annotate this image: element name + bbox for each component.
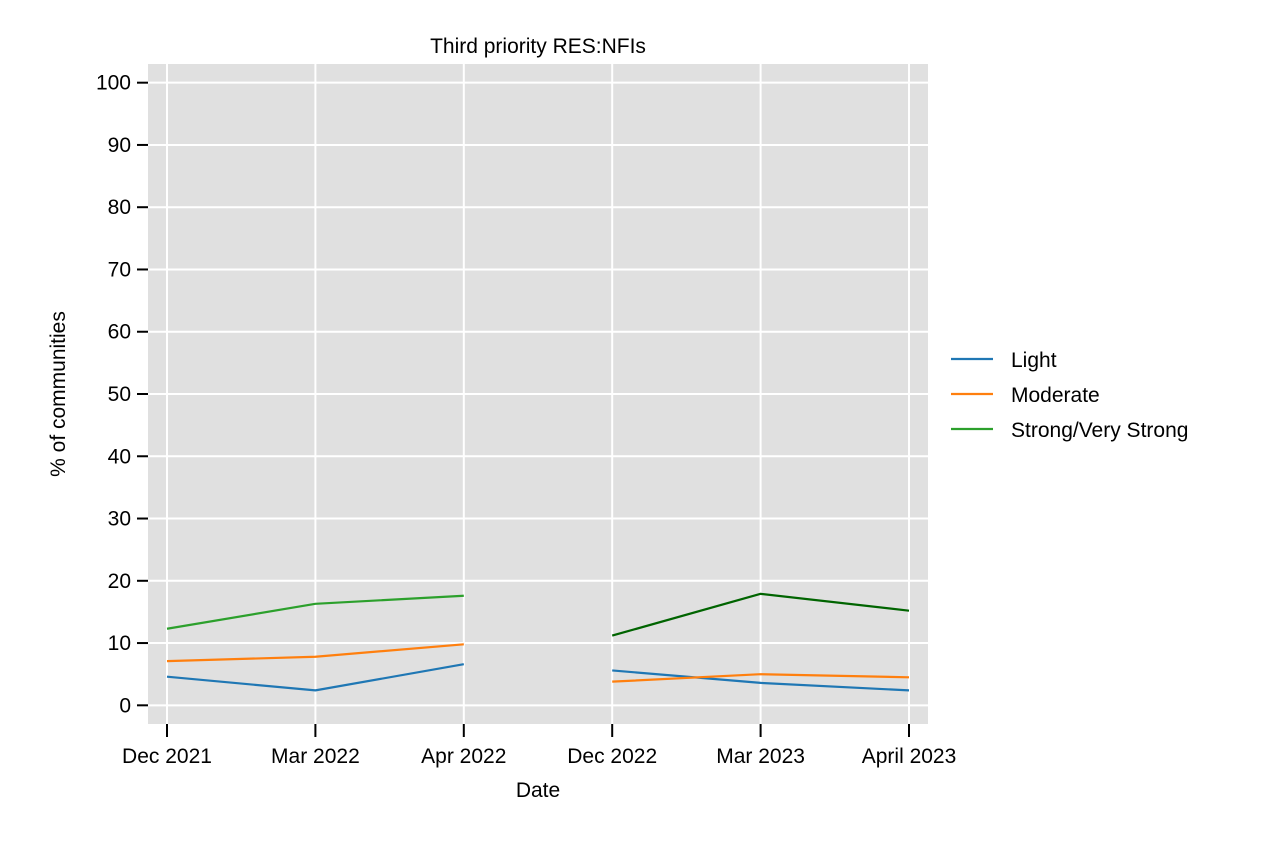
legend-label-moderate: Moderate xyxy=(1011,384,1100,407)
series-line-moderate xyxy=(166,643,464,663)
series-line-light xyxy=(612,669,910,692)
y-tick-label: 40 xyxy=(108,445,131,468)
x-axis-label: Date xyxy=(516,779,560,802)
x-tick-label: Mar 2023 xyxy=(716,745,805,768)
series-line-light xyxy=(166,663,464,692)
y-tick-label: 30 xyxy=(108,508,131,531)
gridlines xyxy=(148,64,928,724)
y-tick-label: 0 xyxy=(119,694,131,717)
series-line-strong-very-strong xyxy=(611,592,910,637)
series-lines xyxy=(166,592,910,692)
legend-label-light: Light xyxy=(1011,349,1057,372)
chart-title: Third priority RES:NFIs xyxy=(430,35,646,58)
legend-label-strong-very-strong: Strong/Very Strong xyxy=(1011,419,1188,442)
y-tick-label: 100 xyxy=(96,72,131,95)
y-tick-label: 80 xyxy=(108,196,131,219)
x-tick-label: April 2023 xyxy=(862,745,957,768)
y-tick-label: 50 xyxy=(108,383,131,406)
x-axis: Dec 2021 Mar 2022 Apr 2022 Dec 2022 Mar 2023… xyxy=(122,724,956,768)
x-tick-label: Mar 2022 xyxy=(271,745,360,768)
x-tick-label: Dec 2021 xyxy=(122,745,212,768)
y-tick-label: 20 xyxy=(108,570,131,593)
series-line-strong-very-strong xyxy=(166,594,464,630)
x-tick-label: Dec 2022 xyxy=(567,745,657,768)
y-tick-label: 90 xyxy=(108,134,131,157)
y-tick-label: 10 xyxy=(108,632,131,655)
y-tick-label: 60 xyxy=(108,321,131,344)
y-axis-label: % of communities xyxy=(47,311,70,477)
y-axis: 0 10 20 30 40 50 60 70 80 90 100 xyxy=(96,72,148,717)
legend: Light Moderate Strong/Very Strong xyxy=(951,349,1188,442)
series-line-moderate xyxy=(612,673,910,683)
y-tick-label: 70 xyxy=(108,258,131,281)
x-tick-label: Apr 2022 xyxy=(421,745,506,768)
